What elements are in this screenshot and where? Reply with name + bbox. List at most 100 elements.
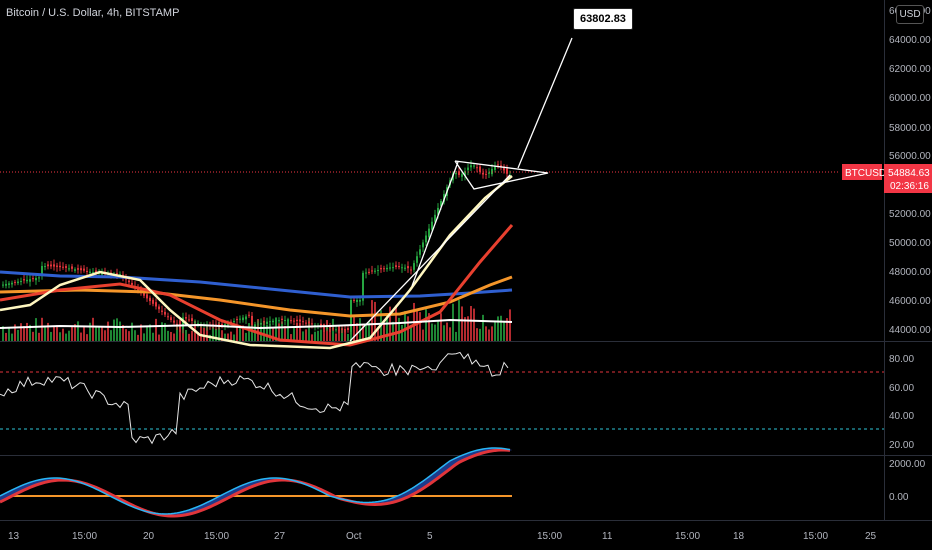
volume-bar — [122, 325, 124, 341]
candle-body — [329, 326, 331, 329]
time-tick-label: 5 — [427, 531, 433, 542]
volume-bar — [239, 325, 241, 341]
candle-body — [68, 268, 70, 270]
volume-bar — [278, 323, 280, 341]
badge-countdown: 02:36:16 — [890, 181, 929, 192]
ma-orange-line[interactable] — [0, 275, 513, 318]
candle-body — [428, 228, 430, 238]
candle-body — [59, 265, 61, 268]
volume-bar — [323, 324, 325, 341]
candle-body — [437, 207, 439, 215]
candle-body — [23, 279, 25, 281]
badge-ticker: BTCUSD — [845, 168, 886, 179]
volume-bar — [272, 327, 274, 341]
volume-bar — [164, 323, 166, 341]
volume-bar — [377, 329, 379, 341]
volume-bar — [44, 327, 46, 341]
volume-bar — [212, 326, 214, 341]
price-tick-label: 44000.00 — [889, 325, 931, 336]
volume-bar — [500, 315, 502, 341]
time-tick-label: 15:00 — [72, 531, 97, 542]
candle-body — [362, 272, 364, 301]
volume-bar — [287, 319, 289, 341]
candle-body — [347, 328, 349, 330]
candle-body — [41, 266, 43, 277]
volume-bars — [2, 300, 511, 341]
volume-bar — [32, 331, 34, 341]
candle-body — [425, 235, 427, 243]
candle-body — [416, 256, 418, 263]
candle-body — [155, 302, 157, 307]
candle-body — [392, 267, 394, 269]
volume-bar — [374, 301, 376, 341]
candle-body — [398, 266, 400, 268]
candle-body — [167, 316, 169, 318]
candle-body — [272, 320, 274, 323]
oscillator-axis: 2000.00 0.00 — [889, 459, 926, 503]
candle-body — [194, 322, 196, 324]
volume-bar — [47, 322, 49, 341]
ma-white-line[interactable] — [0, 318, 513, 330]
candle-body — [26, 279, 28, 282]
candle-body — [35, 278, 37, 281]
volume-bar — [227, 333, 229, 341]
candle-body — [395, 265, 397, 268]
candle-body — [143, 291, 145, 296]
candle-body — [299, 319, 301, 322]
ma-red-line[interactable] — [0, 224, 514, 347]
candle-body — [161, 310, 163, 312]
volume-bar — [98, 327, 100, 341]
volume-bar — [146, 326, 148, 341]
rsi-tick-label: 40.00 — [889, 411, 914, 422]
candle-body — [365, 272, 367, 274]
volume-bar — [362, 323, 364, 341]
volume-bar — [335, 333, 337, 341]
candle-body — [65, 266, 67, 268]
time-tick-label: 15:00 — [675, 531, 700, 542]
volume-bar — [266, 325, 268, 341]
volume-bar — [83, 326, 85, 341]
candle-body — [251, 315, 253, 326]
volume-bar — [368, 321, 370, 341]
price-tick-label: 56000.00 — [889, 151, 931, 162]
candle-body — [476, 167, 478, 169]
time-tick-label: 15:00 — [204, 531, 229, 542]
volume-bar — [8, 327, 10, 341]
volume-bar — [95, 327, 97, 341]
osc-fast-line[interactable] — [0, 447, 511, 515]
volume-bar — [440, 313, 442, 341]
time-tick-label: 15:00 — [803, 531, 828, 542]
target-price-label[interactable]: 63802.83 — [573, 8, 633, 30]
volume-bar — [92, 317, 94, 341]
candle-body — [50, 264, 52, 267]
candle-body — [338, 329, 340, 331]
projection-line[interactable] — [517, 37, 573, 169]
volume-bar — [485, 326, 487, 341]
volume-bar — [89, 322, 91, 341]
volume-bar — [29, 324, 31, 341]
volume-bar — [125, 329, 127, 341]
time-tick-label: 20 — [143, 531, 155, 542]
volume-bar — [11, 333, 13, 341]
candle-body — [341, 328, 343, 330]
candle-body — [284, 320, 286, 322]
pennant-drawing[interactable] — [349, 160, 549, 342]
volume-bar — [248, 323, 250, 341]
rsi-tick-label: 80.00 — [889, 354, 914, 365]
volume-bar — [344, 329, 346, 341]
currency-button[interactable]: USD — [896, 5, 924, 24]
volume-bar — [284, 325, 286, 341]
candle-body — [257, 323, 259, 325]
rsi-line[interactable] — [0, 351, 509, 445]
volume-bar — [68, 330, 70, 341]
candle-body — [419, 249, 421, 255]
candle-body — [92, 272, 94, 274]
candle-body — [53, 264, 55, 267]
candle-body — [158, 306, 160, 310]
volume-bar — [2, 326, 4, 341]
candle-body — [278, 320, 280, 322]
time-axis: 13 15:00 20 15:00 27 Oct 5 15:00 11 15:00 18 15:00 2… — [8, 531, 877, 542]
price-tick-label: 50000.00 — [889, 238, 931, 249]
volume-bar — [215, 328, 217, 341]
